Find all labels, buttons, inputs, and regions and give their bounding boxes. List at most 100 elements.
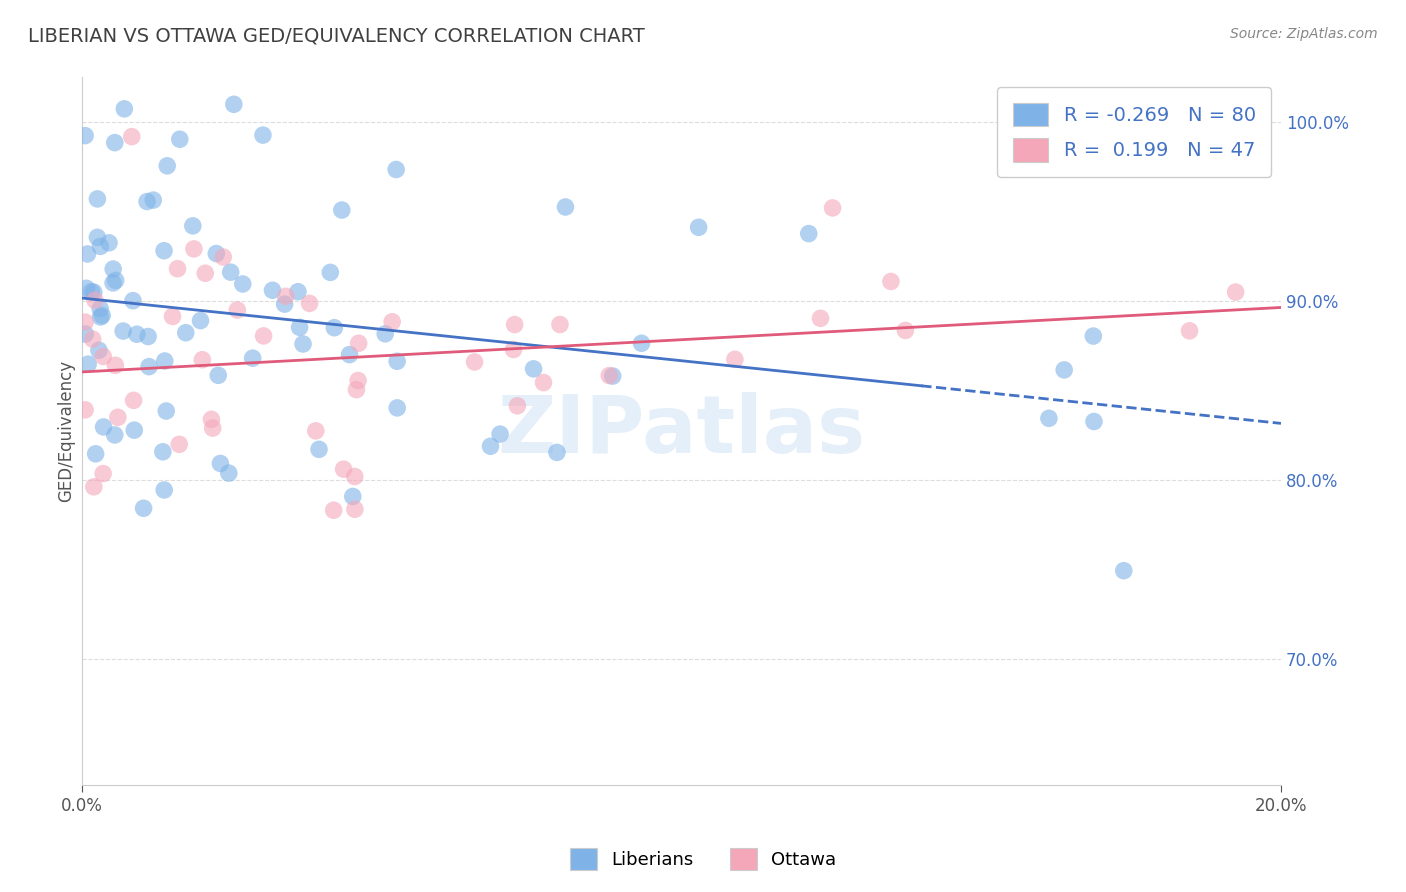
Y-axis label: GED/Equivalency: GED/Equivalency [58,360,75,502]
Point [183,242,205,256]
Point [84,447,107,461]
Point [298,296,321,310]
Point [1083,329,1105,343]
Point [104,428,127,442]
Point [332,462,354,476]
Point [80,285,103,299]
Point [76,247,98,261]
Point [374,326,396,341]
Point [232,277,254,291]
Point [894,323,917,337]
Point [125,327,148,342]
Point [222,97,245,112]
Point [602,369,624,384]
Point [1178,324,1201,338]
Point [104,358,127,372]
Point [201,421,224,435]
Point [724,352,747,367]
Point [107,410,129,425]
Point [142,193,165,207]
Point [174,326,197,340]
Point [274,289,297,303]
Point [464,355,486,369]
Legend: R = -0.269   N = 80, R =  0.199   N = 47: R = -0.269 N = 80, R = 0.199 N = 47 [997,87,1271,178]
Point [103,262,125,277]
Point [343,502,366,516]
Point [191,352,214,367]
Point [152,444,174,458]
Point [86,192,108,206]
Point [219,265,242,279]
Point [226,303,249,318]
Point [83,480,105,494]
Point [124,423,146,437]
Point [91,467,114,481]
Point [242,351,264,366]
Point [167,437,190,451]
Point [84,293,107,307]
Point [554,200,576,214]
Point [86,230,108,244]
Point [169,132,191,146]
Point [479,439,502,453]
Point [821,201,844,215]
Point [156,159,179,173]
Point [323,320,346,334]
Point [385,162,408,177]
Point [292,337,315,351]
Point [252,128,274,142]
Point [207,368,229,383]
Point [153,244,176,258]
Point [190,313,212,327]
Legend: Liberians, Ottawa: Liberians, Ottawa [562,841,844,878]
Point [77,357,100,371]
Text: Source: ZipAtlas.com: Source: ZipAtlas.com [1230,27,1378,41]
Point [342,490,364,504]
Point [112,102,135,116]
Point [209,457,232,471]
Point [503,318,526,332]
Point [522,362,544,376]
Point [155,404,177,418]
Point [489,427,512,442]
Point [810,311,832,326]
Point [880,275,903,289]
Point [502,343,524,357]
Point [153,483,176,497]
Point [287,285,309,299]
Point [252,329,274,343]
Point [75,403,97,417]
Point [91,309,114,323]
Point [93,420,115,434]
Point [112,324,135,338]
Point [385,354,408,368]
Point [346,383,368,397]
Point [1083,415,1105,429]
Point [138,359,160,374]
Point [200,412,222,426]
Point [101,276,124,290]
Point [75,128,97,143]
Point [1053,363,1076,377]
Point [288,320,311,334]
Point [98,235,121,250]
Point [205,246,228,260]
Point [87,343,110,358]
Point [153,354,176,368]
Point [91,350,114,364]
Point [630,336,652,351]
Point [347,374,370,388]
Point [273,297,295,311]
Point [797,227,820,241]
Point [305,424,328,438]
Point [122,293,145,308]
Point [75,315,97,329]
Point [598,368,620,383]
Point [319,265,342,279]
Point [104,273,127,287]
Point [104,136,127,150]
Point [322,503,344,517]
Point [75,327,97,342]
Point [347,336,370,351]
Point [83,285,105,300]
